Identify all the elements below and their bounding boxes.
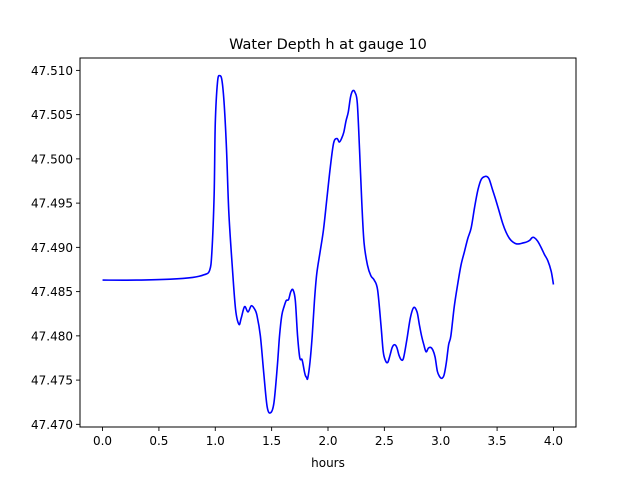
x-tick-label: 4.0 [544,434,563,448]
y-tick-label: 47.475 [31,374,73,388]
y-axis-ticks: 47.470 47.475 47.480 47.485 47.490 47.495 47.5… [31,64,80,432]
y-tick-label: 47.470 [31,418,73,432]
x-tick-label: 2.0 [318,434,337,448]
y-tick-label: 47.500 [31,152,73,166]
x-tick-label: 1.0 [206,434,225,448]
y-tick-label: 47.510 [31,64,73,78]
x-tick-label: 2.5 [375,434,394,448]
y-tick-label: 47.485 [31,285,73,299]
y-tick-label: 47.480 [31,329,73,343]
x-axis-ticks: 0.0 0.5 1.0 1.5 2.0 2.5 3.0 3.5 4.0 [93,427,563,448]
x-tick-label: 3.0 [431,434,450,448]
water-depth-line [102,74,555,414]
x-tick-label: 3.5 [488,434,507,448]
x-tick-label: 0.0 [93,434,112,448]
x-tick-label: 0.5 [149,434,168,448]
y-tick-label: 47.490 [31,241,73,255]
plot-area [80,58,576,427]
y-tick-label: 47.505 [31,108,73,122]
chart-title: Water Depth h at gauge 10 [229,37,427,53]
x-axis-label: hours [311,456,345,470]
y-tick-label: 47.495 [31,197,73,211]
x-tick-label: 1.5 [262,434,281,448]
plot-frame [79,57,577,428]
